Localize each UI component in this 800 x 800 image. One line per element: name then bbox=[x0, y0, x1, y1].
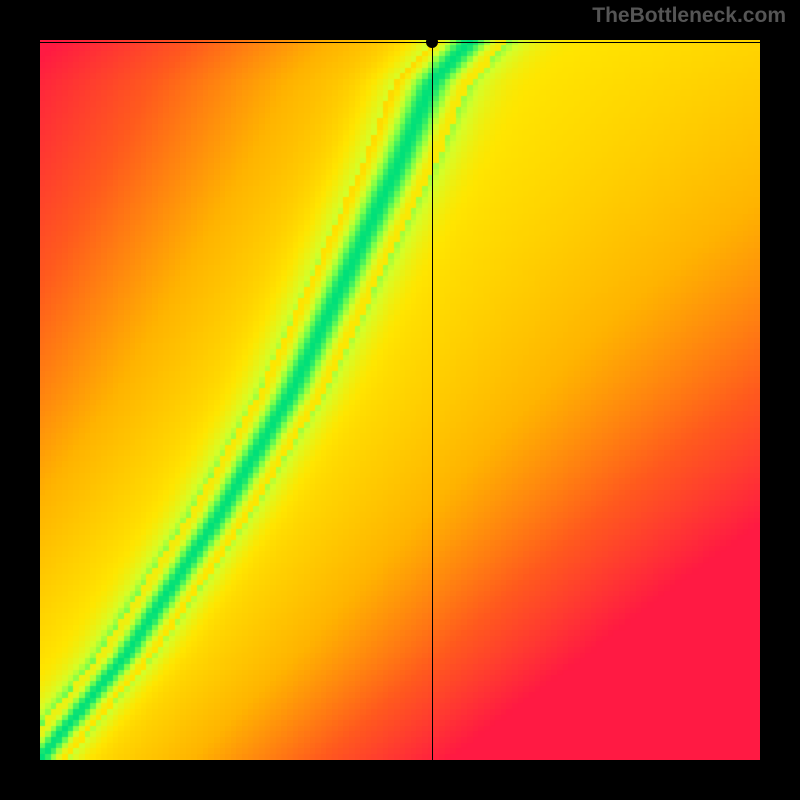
bottleneck-heatmap bbox=[40, 40, 760, 760]
selection-marker[interactable] bbox=[426, 36, 438, 48]
watermark-text: TheBottleneck.com bbox=[592, 4, 786, 28]
crosshair-vertical bbox=[432, 40, 433, 760]
heatmap-canvas bbox=[40, 40, 760, 760]
crosshair-horizontal bbox=[40, 42, 760, 43]
